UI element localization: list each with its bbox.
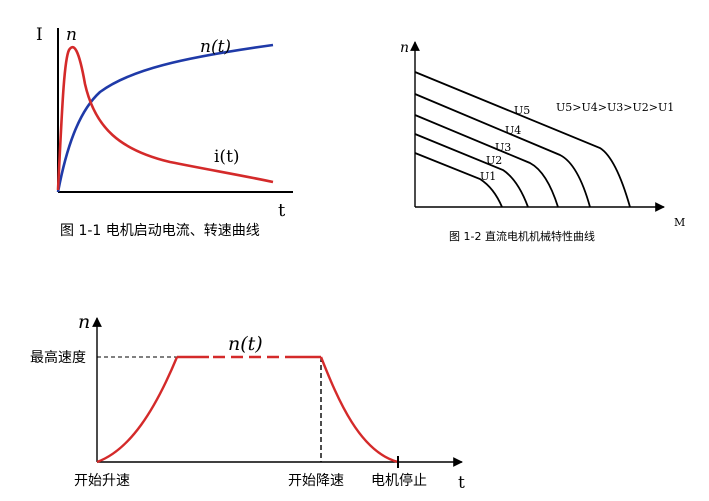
fig2-y-axis-label: n: [400, 40, 409, 56]
fig2-label-u2: U2: [486, 154, 502, 167]
fig1-speed-curve: [56, 43, 274, 193]
fig3-max-speed-label: 最高速度: [30, 349, 86, 366]
figure-speed-profile: n t n(t) 最高速度 开始升速 开始降速 电机停止: [30, 311, 465, 493]
fig2-curve-u5: [414, 71, 631, 208]
fig3-start-accel-label: 开始升速: [74, 473, 130, 489]
fig2-legend: U5>U4>U3>U2>U1: [556, 101, 674, 114]
fig3-y-axis-label: n: [78, 311, 90, 333]
fig2-label-u1: U1: [480, 170, 496, 183]
fig1-speed-curve-label: n(t): [200, 37, 231, 57]
fig3-curve-label: n(t): [228, 333, 263, 355]
fig1-caption: 图 1-1 电机启动电流、转速曲线: [60, 223, 260, 239]
fig3-decel-curve: [319, 356, 399, 464]
fig2-curve-u1: [414, 152, 503, 208]
figure-dc-motor-characteristics: n M U5 U4 U3 U2 U1 U5>U4>U3>U2>U1 图 1-2 …: [400, 40, 685, 243]
fig2-caption: 图 1-2 直流电机机械特性曲线: [449, 229, 595, 243]
fig2-label-u3: U3: [495, 141, 511, 154]
fig2-x-axis-label: M: [674, 216, 685, 229]
fig2-label-u4: U4: [505, 124, 521, 137]
fig2-curve-u4: [414, 93, 591, 208]
fig2-curve-u2: [414, 133, 529, 208]
fig3-stop-label: 电机停止: [371, 472, 427, 489]
fig1-time-axis-label: t: [278, 200, 286, 221]
figure-motor-startup: I n t n(t) i(t) 图 1-1 电机启动电流、转速曲线: [36, 25, 293, 239]
fig1-current-curve: [56, 45, 274, 191]
fig1-current-curve-label: i(t): [214, 147, 240, 167]
fig2-curve-u3: [414, 114, 559, 208]
fig2-label-u5: U5: [514, 104, 530, 117]
fig3-x-axis-label: t: [458, 473, 465, 493]
fig1-speed-axis-label: n: [66, 25, 77, 45]
fig3-accel-curve: [96, 356, 179, 464]
fig3-start-decel-label: 开始降速: [288, 473, 344, 489]
fig1-current-axis-label: I: [36, 25, 43, 45]
